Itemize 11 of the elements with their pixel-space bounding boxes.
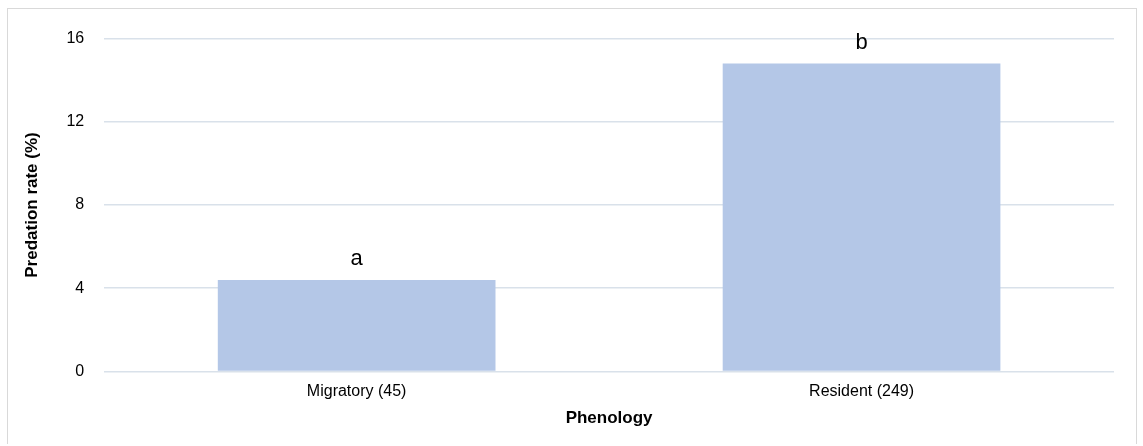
x-axis-title: Phenology	[565, 408, 654, 428]
y-tick-label: 8	[75, 195, 85, 213]
annotation: a	[350, 244, 364, 270]
annotation: b	[855, 28, 868, 54]
x-tick-label: Resident (249)	[809, 382, 915, 400]
y-tick-label: 12	[66, 112, 85, 130]
y-tick-label: 16	[66, 29, 85, 47]
y-tick-label: 4	[75, 278, 85, 296]
x-tick-label: Migratory (45)	[306, 382, 407, 400]
y-axis-title: Predation rate (%)	[21, 132, 41, 278]
y-tick-label: 0	[75, 361, 85, 379]
